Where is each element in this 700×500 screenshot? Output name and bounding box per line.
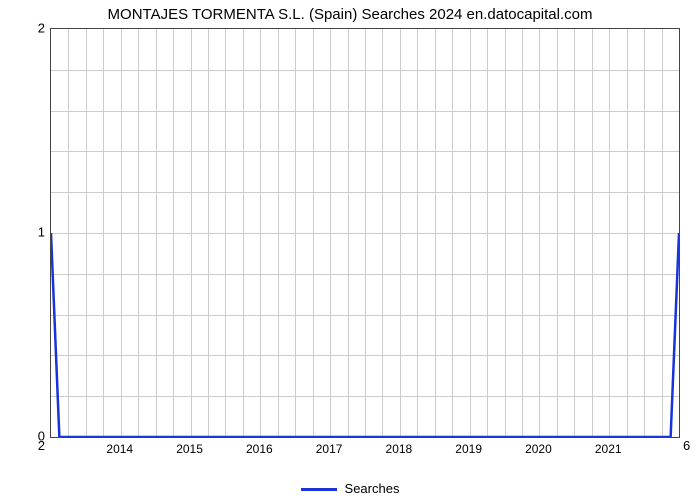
- legend-label: Searches: [345, 481, 400, 496]
- x-tick: 2016: [246, 442, 273, 456]
- x-tick: 2014: [106, 442, 133, 456]
- x-tick: 2017: [316, 442, 343, 456]
- chart-title: MONTAJES TORMENTA S.L. (Spain) Searches …: [0, 6, 700, 23]
- plot-area: [50, 28, 680, 438]
- x-tick: 2020: [525, 442, 552, 456]
- x-tick: 2015: [176, 442, 203, 456]
- legend-swatch: [301, 488, 337, 491]
- secondary-tick: 2: [38, 438, 45, 453]
- y-tick-left: 2: [38, 21, 45, 36]
- legend: Searches: [0, 481, 700, 496]
- x-tick: 2018: [386, 442, 413, 456]
- y-tick-left: 1: [38, 225, 45, 240]
- series-line: [51, 29, 679, 437]
- x-tick: 2019: [455, 442, 482, 456]
- x-tick: 2021: [595, 442, 622, 456]
- secondary-tick: 6: [683, 438, 690, 453]
